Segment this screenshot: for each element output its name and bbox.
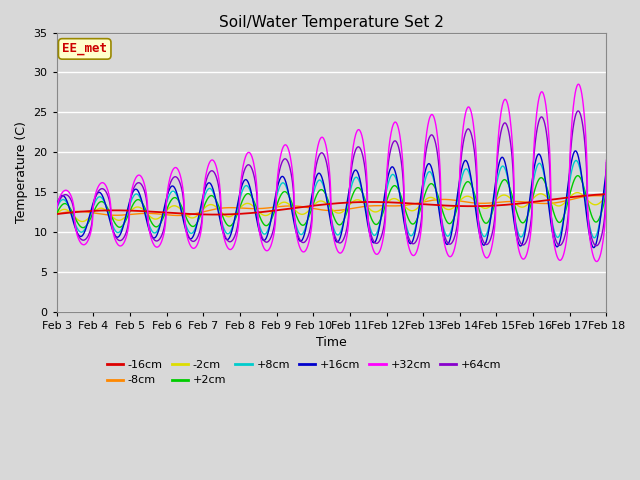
Title: Soil/Water Temperature Set 2: Soil/Water Temperature Set 2 (219, 15, 444, 30)
Y-axis label: Temperature (C): Temperature (C) (15, 121, 28, 223)
Text: EE_met: EE_met (62, 42, 108, 55)
X-axis label: Time: Time (316, 336, 347, 349)
Legend: -16cm, -8cm, -2cm, +2cm, +8cm, +16cm, +32cm, +64cm: -16cm, -8cm, -2cm, +2cm, +8cm, +16cm, +3… (102, 355, 506, 390)
